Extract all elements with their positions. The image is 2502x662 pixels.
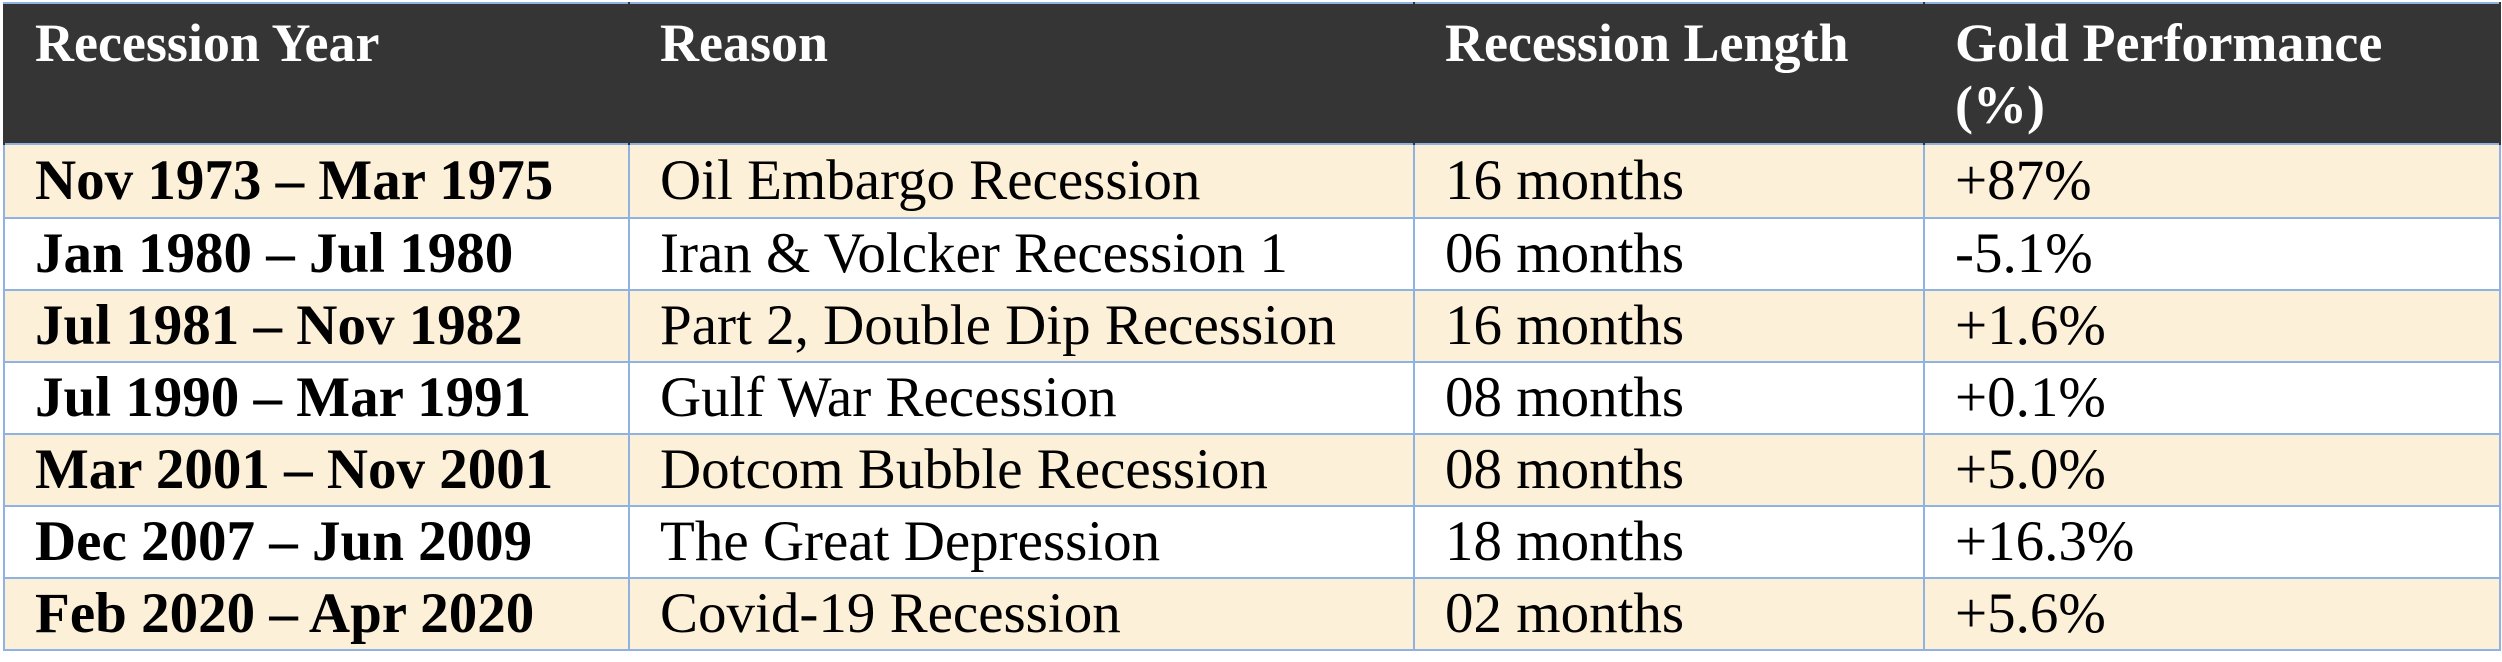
table-row: Feb 2020 – Apr 2020 Covid-19 Recession 0… bbox=[3, 577, 2501, 651]
cell-recession-length: 02 months bbox=[1413, 577, 1925, 651]
cell-recession-length: 16 months bbox=[1413, 143, 1925, 219]
cell-gold-performance: -5.1% bbox=[1923, 217, 2501, 291]
cell-reason: Dotcom Bubble Recession bbox=[628, 433, 1415, 507]
cell-gold-performance: +0.1% bbox=[1923, 361, 2501, 435]
cell-recession-year: Feb 2020 – Apr 2020 bbox=[3, 577, 630, 651]
header-row: Recession Year Reason Recession Length G… bbox=[3, 2, 2501, 144]
recession-gold-table: Recession Year Reason Recession Length G… bbox=[3, 2, 2501, 651]
cell-recession-length: 16 months bbox=[1413, 289, 1925, 363]
cell-reason: Covid-19 Recession bbox=[628, 577, 1415, 651]
cell-reason: Part 2, Double Dip Recession bbox=[628, 289, 1415, 363]
cell-recession-year: Jul 1981 – Nov 1982 bbox=[3, 289, 630, 363]
cell-recession-year: Jan 1980 – Jul 1980 bbox=[3, 217, 630, 291]
cell-recession-length: 06 months bbox=[1413, 217, 1925, 291]
cell-reason: The Great Depression bbox=[628, 505, 1415, 579]
cell-reason: Iran & Volcker Recession 1 bbox=[628, 217, 1415, 291]
cell-reason: Oil Embargo Recession bbox=[628, 143, 1415, 219]
header-gold-performance: Gold Performance (%) bbox=[1923, 2, 2501, 144]
cell-gold-performance: +1.6% bbox=[1923, 289, 2501, 363]
table-row: Jul 1981 – Nov 1982 Part 2, Double Dip R… bbox=[3, 289, 2501, 363]
table-row: Nov 1973 – Mar 1975 Oil Embargo Recessio… bbox=[3, 143, 2501, 219]
table-row: Jul 1990 – Mar 1991 Gulf War Recession 0… bbox=[3, 361, 2501, 435]
cell-recession-year: Jul 1990 – Mar 1991 bbox=[3, 361, 630, 435]
cell-recession-year: Nov 1973 – Mar 1975 bbox=[3, 143, 630, 219]
cell-gold-performance: +87% bbox=[1923, 143, 2501, 219]
cell-recession-year: Mar 2001 – Nov 2001 bbox=[3, 433, 630, 507]
cell-gold-performance: +5.6% bbox=[1923, 577, 2501, 651]
header-recession-length: Recession Length bbox=[1413, 2, 1925, 144]
table-row: Dec 2007 – Jun 2009 The Great Depression… bbox=[3, 505, 2501, 579]
cell-recession-length: 08 months bbox=[1413, 361, 1925, 435]
table-body: Nov 1973 – Mar 1975 Oil Embargo Recessio… bbox=[3, 143, 2501, 651]
table-row: Mar 2001 – Nov 2001 Dotcom Bubble Recess… bbox=[3, 433, 2501, 507]
table-header: Recession Year Reason Recession Length G… bbox=[3, 2, 2501, 144]
cell-gold-performance: +5.0% bbox=[1923, 433, 2501, 507]
cell-recession-length: 18 months bbox=[1413, 505, 1925, 579]
cell-reason: Gulf War Recession bbox=[628, 361, 1415, 435]
table-row: Jan 1980 – Jul 1980 Iran & Volcker Reces… bbox=[3, 217, 2501, 291]
cell-recession-length: 08 months bbox=[1413, 433, 1925, 507]
header-recession-year: Recession Year bbox=[3, 2, 630, 144]
cell-recession-year: Dec 2007 – Jun 2009 bbox=[3, 505, 630, 579]
header-reason: Reason bbox=[628, 2, 1415, 144]
cell-gold-performance: +16.3% bbox=[1923, 505, 2501, 579]
